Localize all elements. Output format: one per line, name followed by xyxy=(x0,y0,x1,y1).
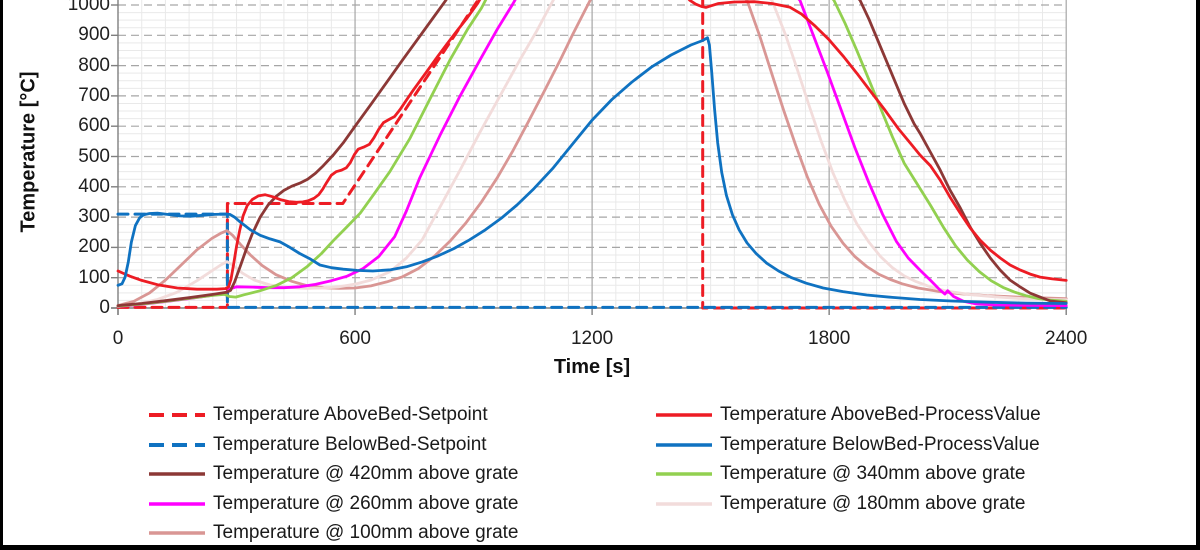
y-tick-label: 300 xyxy=(78,206,110,228)
legend-item-below_sp: Temperature BelowBed-Setpoint xyxy=(148,432,487,458)
series-t340 xyxy=(116,0,1068,308)
legend-item-above_pv: Temperature AboveBed-ProcessValue xyxy=(655,402,1041,428)
y-axis-title: Temperature [°C] xyxy=(17,71,40,233)
y-tick-label: 0 xyxy=(99,297,110,318)
legend-item-t180: Temperature @ 180mm above grate xyxy=(655,491,1026,517)
x-axis-title: Time [s] xyxy=(553,356,631,378)
legend-item-t420: Temperature @ 420mm above grate xyxy=(148,461,519,487)
window-border-right xyxy=(1196,0,1200,550)
x-tick-label: 1800 xyxy=(808,328,851,349)
legend-line-sample xyxy=(149,472,205,476)
series-above_pv xyxy=(116,0,1068,291)
x-tick-label: 0 xyxy=(112,328,124,349)
legend-line-sample xyxy=(656,442,712,447)
legend-line-sample xyxy=(656,472,712,476)
legend-line-sample xyxy=(656,501,712,506)
legend-item-t340: Temperature @ 340mm above grate xyxy=(655,461,1026,487)
y-tick-label: 1000 xyxy=(67,0,110,15)
legend-label: Temperature AboveBed-ProcessValue xyxy=(720,404,1041,425)
legend-item-below_pv: Temperature BelowBed-ProcessValue xyxy=(655,432,1040,458)
window-border-bottom xyxy=(0,545,1200,550)
legend-line-sample xyxy=(149,531,205,535)
window-border-left xyxy=(0,0,3,550)
legend-label: Temperature @ 420mm above grate xyxy=(213,463,519,484)
series-below_pv xyxy=(116,36,1068,305)
legend-item-t100: Temperature @ 100mm above grate xyxy=(148,520,519,546)
legend-item-above_sp: Temperature AboveBed-Setpoint xyxy=(148,402,488,428)
y-tick-label: 500 xyxy=(78,145,110,167)
legend-item-t260: Temperature @ 260mm above grate xyxy=(148,491,519,517)
y-tick-label: 200 xyxy=(78,236,110,258)
y-tick-label: 800 xyxy=(78,54,110,76)
legend-label: Temperature BelowBed-ProcessValue xyxy=(720,433,1040,455)
legend-label: Temperature AboveBed-Setpoint xyxy=(213,404,488,425)
legend-label: Temperature @ 260mm above grate xyxy=(213,492,519,514)
y-tick-label: 100 xyxy=(78,266,110,288)
y-tick-label: 900 xyxy=(78,24,110,46)
y-tick-label: 700 xyxy=(78,84,110,106)
legend-line-sample xyxy=(149,442,205,447)
series-t260 xyxy=(116,0,1068,308)
legend-line-sample xyxy=(149,501,205,506)
y-tick-label: 600 xyxy=(78,115,110,137)
legend-line-sample xyxy=(149,413,205,417)
x-tick-label: 2400 xyxy=(1045,328,1088,349)
legend-label: Temperature @ 180mm above grate xyxy=(720,492,1026,514)
x-tick-label: 600 xyxy=(339,328,371,349)
legend-line-sample xyxy=(656,413,712,417)
legend-label: Temperature @ 100mm above grate xyxy=(213,522,519,543)
x-tick-label: 1200 xyxy=(570,328,614,349)
legend-label: Temperature BelowBed-Setpoint xyxy=(213,433,487,455)
y-tick-label: 400 xyxy=(78,175,110,197)
legend-label: Temperature @ 340mm above grate xyxy=(720,463,1026,484)
